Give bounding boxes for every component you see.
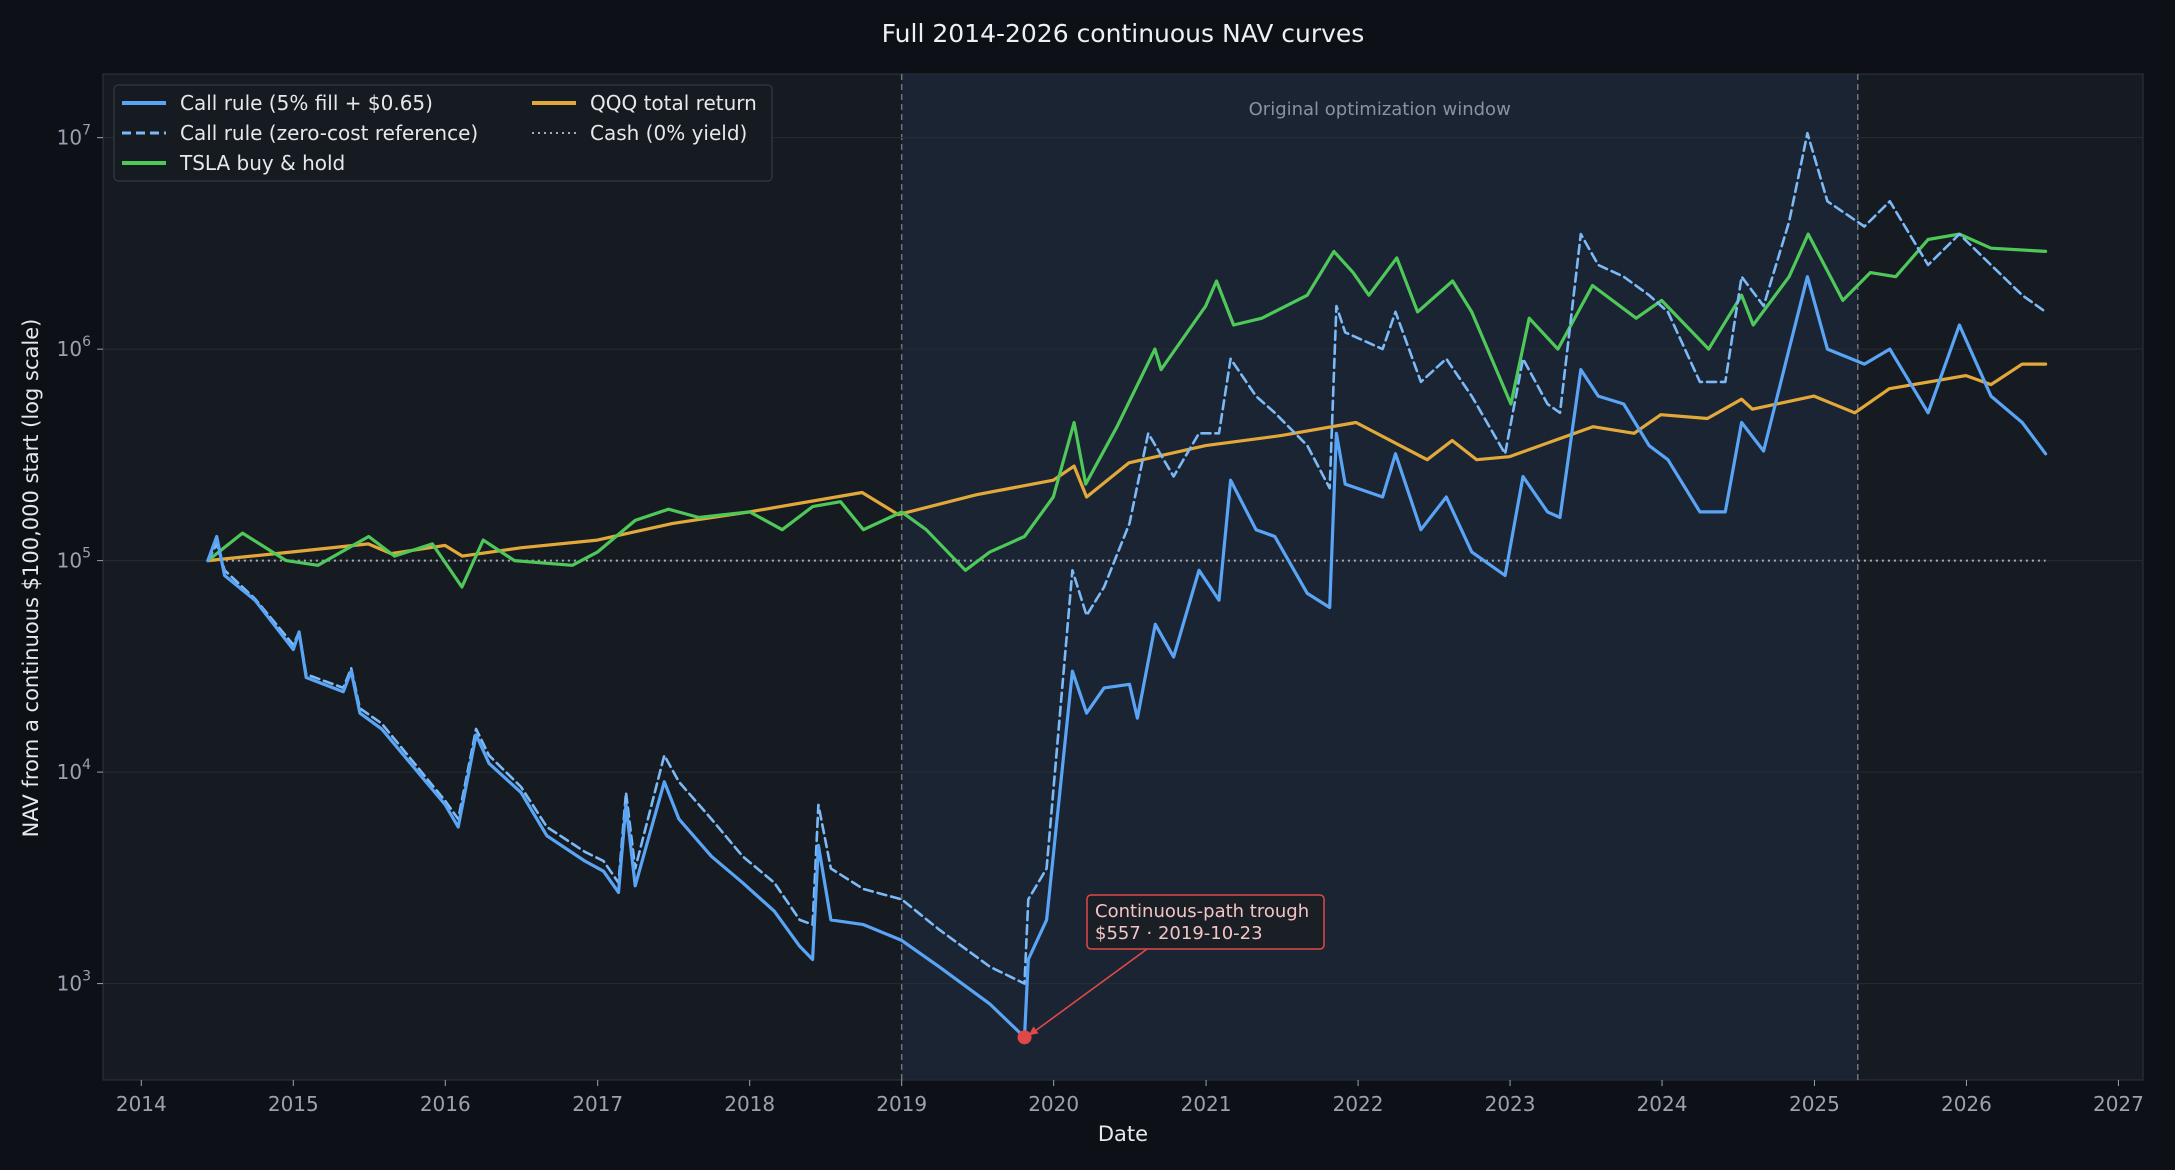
x-tick-label: 2019 xyxy=(876,1092,927,1116)
y-tick-label: 106 xyxy=(57,334,91,361)
x-tick-label: 2024 xyxy=(1637,1092,1688,1116)
series-tsla xyxy=(206,232,2048,589)
annotation-arrow-line xyxy=(1030,948,1148,1035)
chart-title: Full 2014-2026 continuous NAV curves xyxy=(882,19,1365,48)
annotation-box xyxy=(1086,894,1325,950)
window-shade xyxy=(901,75,1858,1079)
y-tick-label: 104 xyxy=(57,757,91,784)
x-tick-label: 2020 xyxy=(1028,1092,1079,1116)
annotation-arrow-head xyxy=(1028,1026,1039,1036)
x-tick-label: 2022 xyxy=(1333,1092,1384,1116)
x-tick-label: 2021 xyxy=(1181,1092,1232,1116)
series-qqq xyxy=(206,362,2048,563)
series-zero-cost xyxy=(206,131,2047,985)
legend-label-tsla: TSLA buy & hold xyxy=(179,151,345,175)
x-tick-label: 2014 xyxy=(116,1092,167,1116)
optimization-window: Original optimization window xyxy=(900,74,1859,1080)
y-tick-label: 105 xyxy=(57,546,91,573)
legend-box xyxy=(113,84,773,182)
x-tick-label: 2018 xyxy=(724,1092,775,1116)
window-label: Original optimization window xyxy=(1249,99,1511,120)
y-axis-label: NAV from a continuous $100,000 start (lo… xyxy=(19,319,43,838)
series-call-rule xyxy=(206,275,2048,1039)
y-tick-label: 103 xyxy=(57,969,91,996)
annotation-line2: $557 · 2019-10-23 xyxy=(1095,923,1263,944)
legend-label-call-rule: Call rule (5% fill + $0.65) xyxy=(180,91,433,115)
trough-marker xyxy=(1017,1030,1032,1045)
x-tick-label: 2015 xyxy=(268,1092,319,1116)
x-tick-label: 2017 xyxy=(572,1092,623,1116)
legend-label-cash: Cash (0% yield) xyxy=(590,121,747,145)
annotation-group: Continuous-path trough$557 · 2019-10-23 xyxy=(1017,894,1325,1045)
legend-label-zero-cost: Call rule (zero-cost reference) xyxy=(180,121,478,145)
series-group xyxy=(206,131,2048,1039)
y-tick-label: 107 xyxy=(57,123,91,150)
x-tick-label: 2026 xyxy=(1941,1092,1992,1116)
legend-label-qqq: QQQ total return xyxy=(590,91,757,115)
x-tick-label: 2027 xyxy=(2093,1092,2144,1116)
x-tick-label: 2016 xyxy=(420,1092,471,1116)
annotation-line1: Continuous-path trough xyxy=(1095,901,1309,922)
x-tick-label: 2025 xyxy=(1789,1092,1840,1116)
x-axis-label: Date xyxy=(1098,1122,1148,1146)
legend: Call rule (5% fill + $0.65) Call rule (z… xyxy=(113,84,773,182)
x-tick-label: 2023 xyxy=(1485,1092,1536,1116)
axes: 103 104 105 106 107 2014 2015 2016 2017 2018 2019 2… xyxy=(57,123,2144,1116)
